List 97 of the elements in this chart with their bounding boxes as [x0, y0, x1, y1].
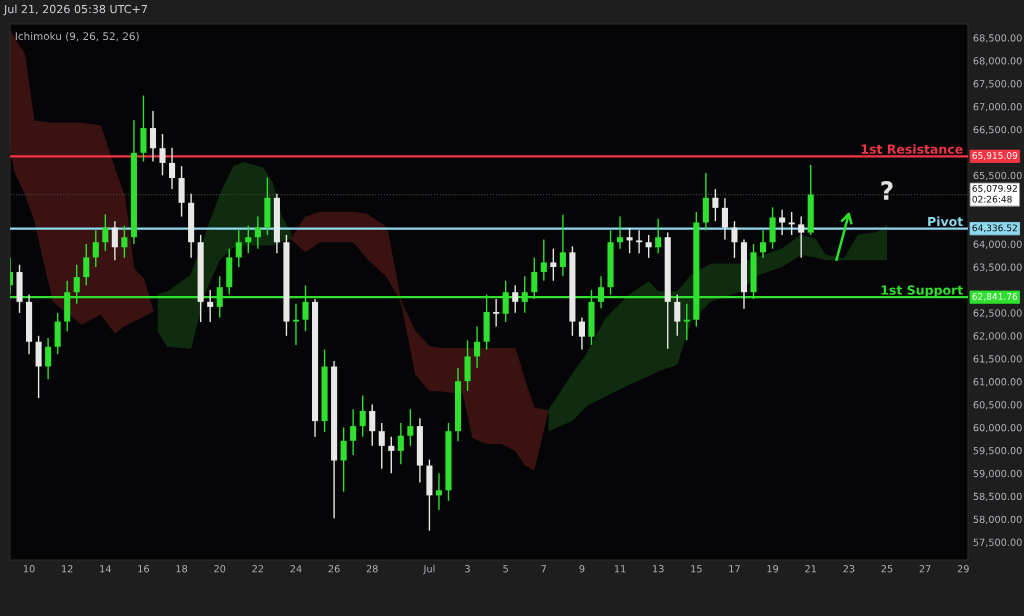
y-tick-label: 66,500.00 — [973, 125, 1022, 135]
x-tick-label: 26 — [328, 565, 340, 573]
candlestick — [340, 426, 347, 493]
y-tick-label: 57,500.00 — [973, 538, 1022, 547]
candlestick — [731, 220, 738, 259]
candlestick — [45, 337, 52, 381]
x-tick-label: 15 — [691, 565, 702, 573]
x-tick-label: 13 — [653, 565, 664, 573]
candlestick — [559, 214, 566, 277]
text: 65,079.92 02:26:48 — [972, 184, 1017, 203]
candlestick — [655, 218, 662, 254]
annotation: Ichimoku (9, 26, 52, 26) — [15, 32, 139, 42]
candlestick — [83, 243, 90, 287]
y-tick-label: 60,500.00 — [973, 401, 1022, 410]
candlestick — [369, 403, 376, 447]
candlestick — [92, 229, 99, 268]
candlestick — [350, 408, 357, 456]
x-tick-label: 18 — [176, 565, 188, 573]
x-tick-label: 9 — [579, 565, 585, 573]
x-tick-label: 7 — [541, 565, 547, 573]
candlestick — [550, 247, 557, 282]
x-tick-label: 3 — [465, 565, 470, 573]
x-tick-label: 19 — [767, 565, 779, 573]
candlestick — [712, 188, 719, 222]
x-tick-label: 17 — [729, 565, 740, 573]
x-tick-label: 12 — [62, 565, 73, 573]
y-tick-label: 62,000.00 — [973, 332, 1022, 341]
candlestick — [407, 408, 414, 447]
ref-line-label: 1st Resistance — [861, 144, 963, 154]
ref-line-label: 1st Support — [881, 285, 963, 298]
x-tick-label: 11 — [614, 565, 626, 573]
y-tick-label: 68,500.00 — [973, 34, 1022, 43]
y-tick-label: 60,000.00 — [973, 423, 1022, 433]
x-tick-label: 5 — [503, 565, 508, 573]
x-tick-label: 14 — [100, 565, 111, 573]
candlestick — [111, 220, 118, 261]
candlestick — [388, 435, 395, 475]
ref-line-label: Pivot — [928, 216, 963, 227]
candlestick — [292, 302, 300, 346]
y-tick-label: 58,000.00 — [973, 515, 1022, 525]
y-tick-label: 65,500.00 — [973, 171, 1022, 181]
y-tick-label: 67,000.00 — [973, 103, 1022, 112]
candlestick — [674, 293, 681, 337]
candlestick — [578, 316, 585, 351]
candlestick — [798, 215, 805, 259]
x-tick-label: 20 — [214, 565, 226, 573]
candlestick — [474, 325, 481, 369]
candlestick — [645, 234, 652, 259]
annotation: ? — [881, 181, 893, 200]
y-tick-label: 67,500.00 — [973, 80, 1022, 89]
y-tick-label: 61,000.00 — [973, 378, 1022, 387]
x-tick-label: 21 — [805, 565, 816, 573]
candlestick — [245, 225, 252, 254]
y-tick-label: 62,500.00 — [973, 309, 1022, 318]
x-tick-label: 22 — [252, 565, 264, 573]
candlestick — [760, 229, 767, 259]
y-tick-label: 59,000.00 — [973, 469, 1022, 479]
x-tick-label: Jul — [423, 564, 435, 575]
candlestick — [540, 238, 547, 282]
x-tick-label: 10 — [23, 565, 35, 573]
candlestick — [435, 472, 443, 511]
x-tick-label: 25 — [881, 565, 893, 573]
x-tick-label: 27 — [919, 565, 931, 573]
text: 64,336.52 — [972, 224, 1017, 233]
text: 62,841.76 — [972, 292, 1018, 301]
x-tick-label: 16 — [138, 565, 150, 573]
candlestick — [102, 213, 109, 252]
text: 65,915.09 — [972, 152, 1018, 160]
candlestick — [626, 227, 633, 254]
y-tick-label: 61,500.00 — [973, 355, 1022, 364]
candlestick — [683, 302, 690, 342]
y-tick-label: 63,500.00 — [973, 263, 1022, 272]
candlestick — [493, 298, 500, 328]
candlestick — [512, 284, 519, 314]
y-tick-label: 64,000.00 — [973, 240, 1022, 249]
candlestick — [721, 197, 728, 241]
candlestick — [359, 394, 366, 438]
x-tick-label: 24 — [290, 565, 302, 573]
y-tick-label: 68,000.00 — [973, 57, 1022, 66]
candlestick — [159, 133, 166, 177]
candlestick — [207, 289, 214, 323]
x-tick-label: 28 — [366, 565, 378, 573]
candlestick — [235, 229, 242, 268]
candlestick — [617, 215, 624, 250]
x-tick-label: 23 — [843, 565, 855, 573]
candlestick — [149, 110, 157, 163]
y-tick-label: 58,500.00 — [973, 492, 1022, 502]
candlestick — [779, 209, 786, 236]
x-tick-label: 29 — [957, 565, 969, 573]
candlestick — [121, 225, 128, 259]
y-tick-label: 59,500.00 — [973, 446, 1022, 456]
candlestick — [378, 422, 385, 470]
candlestick — [169, 147, 176, 190]
candlestick — [254, 215, 261, 250]
candlestick — [636, 229, 643, 254]
chart-title: Jul 21, 2026 05:38 UTC+7 — [3, 4, 147, 16]
candlestick — [397, 422, 404, 465]
